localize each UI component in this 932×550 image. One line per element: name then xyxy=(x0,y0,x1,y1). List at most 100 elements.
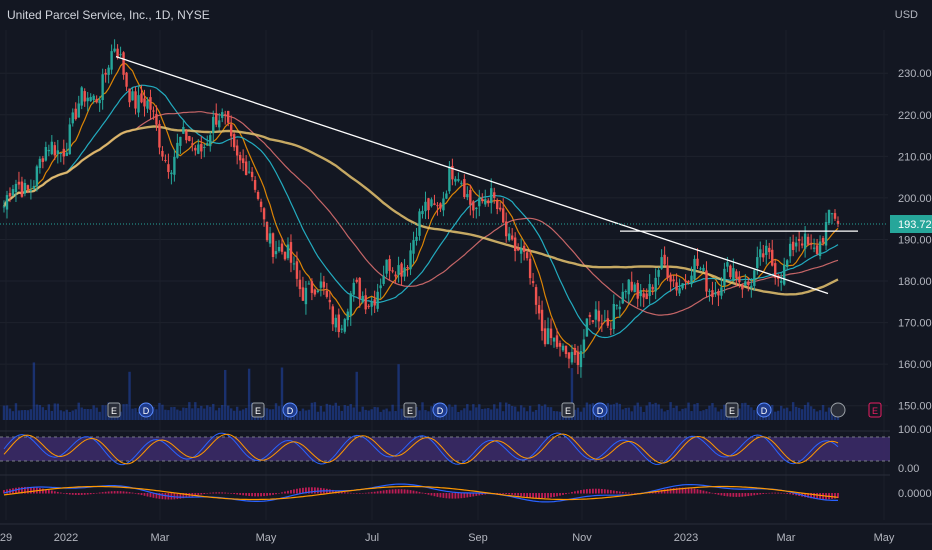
macd-histogram-bar xyxy=(182,493,185,499)
macd-histogram-bar xyxy=(349,492,352,494)
candle-body xyxy=(298,279,302,290)
candle-body xyxy=(322,281,326,288)
candle-body xyxy=(684,280,687,282)
candle-body xyxy=(86,97,89,102)
macd-histogram-bar xyxy=(448,493,451,499)
macd-histogram-bar xyxy=(397,489,400,494)
volume-bar xyxy=(690,411,693,420)
candle-body xyxy=(370,301,373,307)
marker-label: E xyxy=(255,406,261,416)
earnings-icon xyxy=(403,402,417,418)
volume-bar xyxy=(134,408,137,420)
candle-body xyxy=(597,310,601,322)
candle-body xyxy=(534,287,538,305)
macd-histogram-bar xyxy=(594,488,597,494)
volume-bar xyxy=(185,408,188,420)
volume-bar xyxy=(555,411,559,420)
candle-body xyxy=(32,185,36,190)
candle-body xyxy=(247,171,251,173)
candle-body xyxy=(226,110,230,123)
volume-bar xyxy=(89,409,92,420)
time-tick: Mar xyxy=(777,532,796,544)
candle-body xyxy=(660,257,663,269)
drawn-lines[interactable]: 193.72 xyxy=(0,56,932,295)
volume-bar xyxy=(119,411,122,420)
candle-body xyxy=(753,270,756,286)
volume-bar xyxy=(687,402,690,420)
earnings-icon xyxy=(725,402,739,418)
volume-bar xyxy=(493,404,496,420)
candle-body xyxy=(44,147,48,161)
macd-histogram-bar xyxy=(331,489,334,494)
candle-body xyxy=(827,209,831,223)
macd-histogram-bar xyxy=(586,489,588,494)
candle-body xyxy=(591,320,595,322)
volume-bar xyxy=(71,410,74,420)
volume-bar xyxy=(788,411,792,420)
macd-histogram-bar xyxy=(385,489,388,494)
candle-body xyxy=(654,277,657,292)
macd-histogram-bar xyxy=(783,493,786,494)
candle-body xyxy=(735,271,738,278)
candle-body xyxy=(89,97,92,102)
candle-body xyxy=(693,258,696,280)
macd-histogram-bar xyxy=(583,489,585,494)
macd-histogram-bar xyxy=(726,493,729,497)
macd-histogram-bar xyxy=(209,492,212,494)
volume-bar xyxy=(681,408,684,420)
candle-body xyxy=(352,282,355,295)
earnings-icon xyxy=(561,402,575,418)
volume-bar xyxy=(791,402,795,420)
candle-body xyxy=(71,112,74,124)
candle-body xyxy=(262,208,266,220)
candle-body xyxy=(110,51,113,70)
candle-body xyxy=(762,253,765,258)
time-axis: 29 2022 Mar May Jul Sep Nov 2023 Mar May xyxy=(0,523,932,544)
volume-bar xyxy=(101,405,104,420)
candle-body xyxy=(179,136,182,146)
candle-body xyxy=(349,293,352,316)
candle-body xyxy=(107,67,110,75)
volume-bar xyxy=(756,411,759,420)
candle-body xyxy=(20,181,24,197)
candle-body xyxy=(194,147,197,151)
volume-bar xyxy=(519,405,523,420)
volume-bar xyxy=(98,411,101,420)
stoch-k xyxy=(3,432,839,466)
candle-body xyxy=(424,201,427,212)
volume-bar xyxy=(221,404,224,420)
earnings-icon xyxy=(107,402,121,418)
macd-histogram-bar xyxy=(77,493,80,495)
time-tick: 2023 xyxy=(674,532,698,544)
volume-bar xyxy=(8,408,12,420)
macd-histogram-bar xyxy=(403,489,406,494)
macd-histogram-bar xyxy=(526,493,529,498)
macd-histogram-bar xyxy=(263,493,265,497)
volume-bar xyxy=(723,404,726,420)
volume-bar xyxy=(531,411,535,420)
volume-bar xyxy=(212,403,215,420)
macd-histogram-bar xyxy=(565,493,567,495)
macd-histogram-bar xyxy=(654,491,657,494)
candle-body xyxy=(549,328,553,339)
macd-histogram-bar xyxy=(406,489,409,494)
candle-body xyxy=(283,251,287,260)
candle-body xyxy=(525,252,529,259)
grid xyxy=(0,30,888,520)
macd-histogram-bar xyxy=(538,493,540,499)
price-tick: 150.00 xyxy=(898,401,932,413)
volume-bar xyxy=(122,404,125,420)
macd-histogram-bar xyxy=(373,491,376,494)
macd-histogram-bar xyxy=(756,493,759,495)
volume-bar xyxy=(298,411,302,420)
macd-histogram-bar xyxy=(702,490,705,494)
volume-bar xyxy=(167,410,170,420)
volume-bar xyxy=(44,410,48,420)
macd-histogram-bar xyxy=(27,486,29,494)
volume-bar xyxy=(585,402,589,420)
candle-body xyxy=(421,210,424,215)
volume-bar xyxy=(77,402,80,420)
macd-histogram-bar xyxy=(711,492,714,494)
